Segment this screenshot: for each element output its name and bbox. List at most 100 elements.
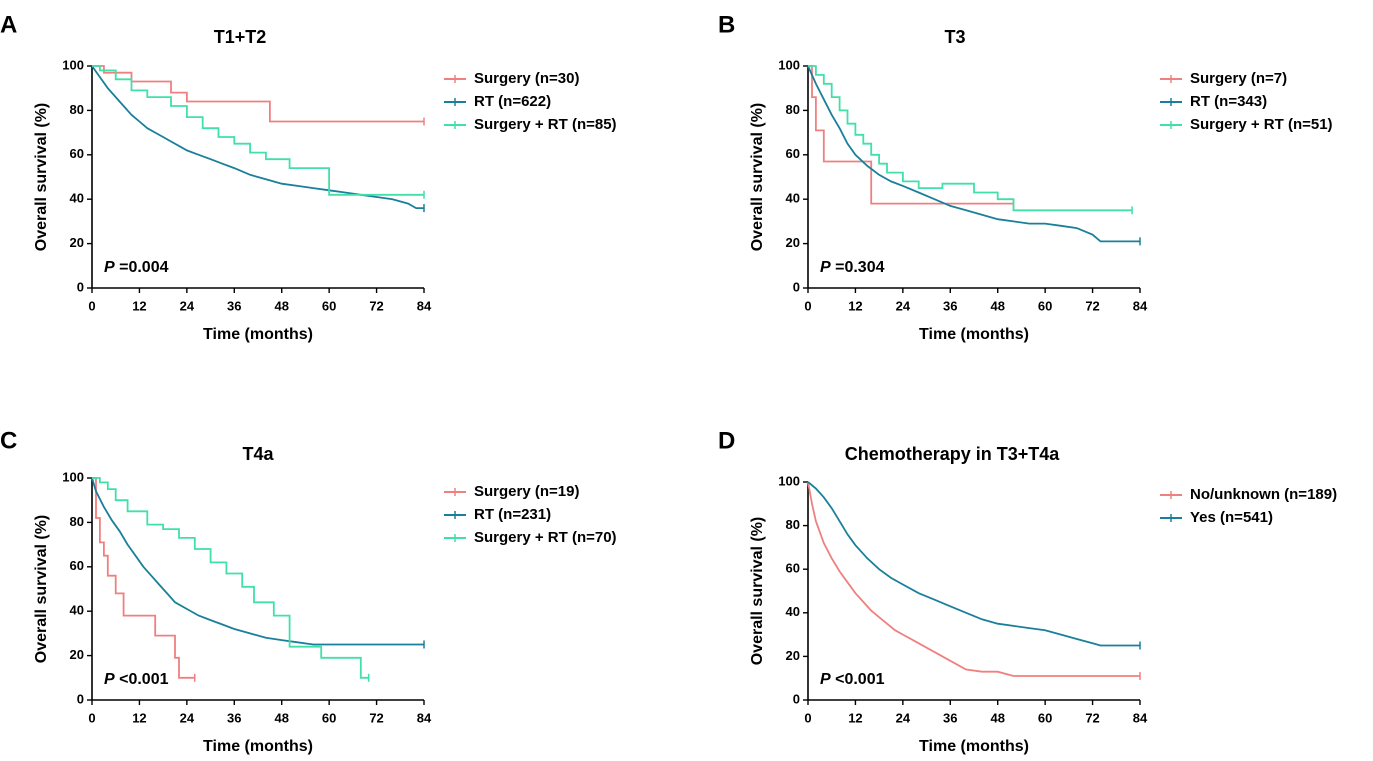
y-tick-label: 0: [77, 691, 84, 706]
p-symbol: P: [820, 671, 831, 688]
series-line: [807, 65, 1140, 243]
panel-c: C T4a 0 12 24 36 48 60 72 84 0 20 40 60 80 100 Time (mon…: [0, 427, 617, 755]
p-value: P <0.001: [820, 671, 885, 688]
series-line: [92, 477, 369, 679]
series-line: [808, 65, 1133, 212]
x-axis-label: Time (months): [919, 326, 1029, 343]
panel-a: A T1+T2 0 12 24 36 48 60 72 84 0 20 40 60 80 100 Time (m…: [0, 11, 617, 343]
y-tick-label: 80: [70, 514, 84, 529]
y-tick-label: 80: [70, 102, 84, 117]
y-tick-label: 20: [70, 235, 84, 250]
x-tick-label: 48: [990, 298, 1004, 313]
y-tick-label: 100: [62, 469, 84, 484]
p-symbol: P: [104, 671, 115, 688]
x-tick-label: 12: [132, 710, 146, 725]
series-line: [92, 477, 195, 679]
p-symbol: P: [104, 259, 115, 276]
y-axis-label: Overall survival (%): [749, 103, 766, 252]
chart-title: T3: [944, 27, 965, 47]
x-tick-label: 72: [1085, 710, 1099, 725]
x-tick-label: 60: [322, 298, 336, 313]
y-tick-label: 20: [70, 647, 84, 662]
x-tick-label: 72: [369, 298, 383, 313]
x-tick-label: 0: [804, 710, 811, 725]
x-tick-label: 36: [227, 298, 241, 313]
chart-title: Chemotherapy in T3+T4a: [845, 444, 1061, 464]
x-tick-label: 60: [1038, 710, 1052, 725]
legend-label: Surgery (n=30): [474, 70, 579, 87]
legend-label: Surgery + RT (n=70): [474, 529, 617, 546]
y-tick-label: 40: [786, 604, 800, 619]
legend-label: RT (n=622): [474, 93, 551, 110]
x-tick-label: 72: [1085, 298, 1099, 313]
y-tick-label: 100: [778, 473, 800, 488]
y-tick-label: 40: [786, 191, 800, 206]
y-tick-label: 20: [786, 235, 800, 250]
x-tick-label: 36: [227, 710, 241, 725]
y-tick-label: 40: [70, 603, 84, 618]
x-axis-label: Time (months): [203, 738, 313, 755]
legend-label: Surgery (n=7): [1190, 70, 1287, 87]
y-tick-label: 0: [77, 279, 84, 294]
x-axis-label: Time (months): [919, 738, 1029, 755]
x-tick-label: 48: [274, 298, 288, 313]
p-value: P =0.004: [104, 259, 169, 276]
panel-letter: C: [0, 427, 17, 454]
series-line: [92, 65, 424, 196]
p-text: =0.004: [115, 259, 169, 276]
x-tick-label: 24: [180, 298, 195, 313]
panel-d: D Chemotherapy in T3+T4a 0 12 24 36 48 60 72 84 0 2…: [718, 427, 1337, 755]
y-tick-label: 0: [793, 279, 800, 294]
x-tick-label: 24: [896, 298, 911, 313]
y-tick-label: 100: [778, 57, 800, 72]
x-tick-label: 72: [369, 710, 383, 725]
y-axis-label: Overall survival (%): [749, 517, 766, 666]
x-tick-label: 84: [1133, 710, 1148, 725]
y-tick-label: 60: [70, 146, 84, 161]
p-value: P =0.304: [820, 259, 885, 276]
series-line: [808, 65, 1014, 205]
legend-label: Surgery + RT (n=85): [474, 116, 617, 133]
legend-label: RT (n=231): [474, 506, 551, 523]
y-tick-label: 0: [793, 691, 800, 706]
series-line: [91, 65, 424, 210]
x-tick-label: 0: [88, 710, 95, 725]
x-tick-label: 36: [943, 710, 957, 725]
legend-label: Surgery + RT (n=51): [1190, 116, 1333, 133]
p-text: <0.001: [115, 671, 169, 688]
x-tick-label: 60: [322, 710, 336, 725]
x-axis-label: Time (months): [203, 326, 313, 343]
series-line: [91, 477, 424, 646]
x-tick-label: 12: [132, 298, 146, 313]
series-line: [807, 481, 1140, 647]
p-text: <0.001: [831, 671, 885, 688]
legend-label: Surgery (n=19): [474, 483, 579, 500]
x-tick-label: 84: [417, 298, 432, 313]
y-axis-label: Overall survival (%): [33, 103, 50, 252]
x-tick-label: 0: [88, 298, 95, 313]
y-tick-label: 40: [70, 191, 84, 206]
legend-label: Yes (n=541): [1190, 509, 1273, 526]
legend-label: No/unknown (n=189): [1190, 486, 1337, 503]
x-tick-label: 0: [804, 298, 811, 313]
x-tick-label: 48: [274, 710, 288, 725]
y-axis-label: Overall survival (%): [33, 515, 50, 664]
y-tick-label: 60: [70, 558, 84, 573]
x-tick-label: 84: [1133, 298, 1148, 313]
x-tick-label: 24: [896, 710, 911, 725]
y-tick-label: 100: [62, 57, 84, 72]
y-tick-label: 80: [786, 102, 800, 117]
x-tick-label: 24: [180, 710, 195, 725]
series-line: [807, 481, 1140, 677]
panel-letter: B: [718, 11, 735, 38]
x-tick-label: 84: [417, 710, 432, 725]
x-tick-label: 60: [1038, 298, 1052, 313]
y-tick-label: 80: [786, 517, 800, 532]
panel-letter: A: [0, 11, 17, 38]
x-tick-label: 12: [848, 298, 862, 313]
p-value: P <0.001: [104, 671, 169, 688]
panel-letter: D: [718, 427, 735, 454]
x-tick-label: 12: [848, 710, 862, 725]
chart-title: T1+T2: [214, 27, 267, 47]
y-tick-label: 60: [786, 561, 800, 576]
